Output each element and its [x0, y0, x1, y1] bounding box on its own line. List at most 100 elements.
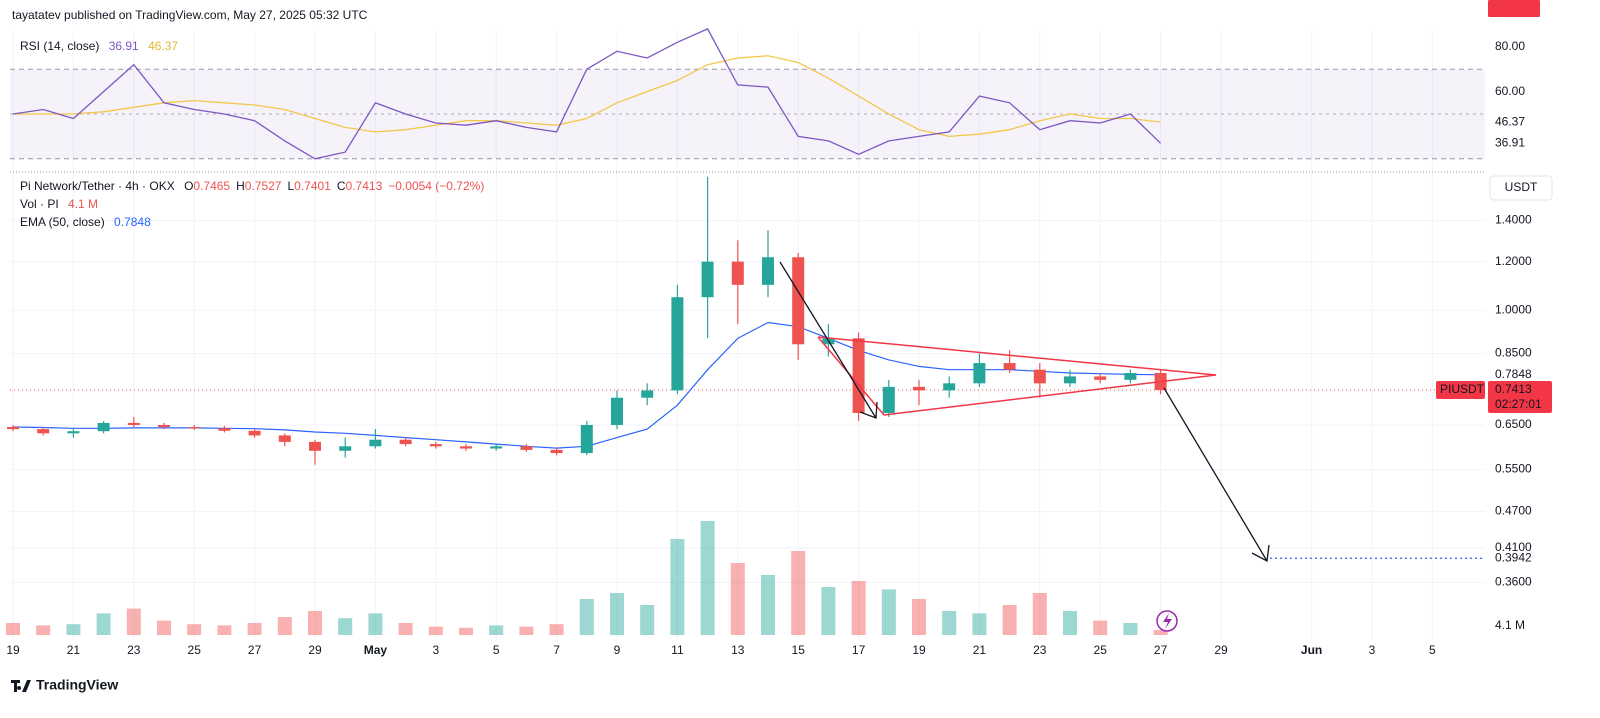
rsi-name: RSI (14, close) — [20, 39, 99, 53]
replay-icon[interactable] — [1156, 610, 1178, 632]
volume-bar — [338, 618, 353, 635]
candle-body — [731, 261, 744, 285]
x-tick-label: 23 — [1033, 643, 1047, 657]
candle-body — [460, 446, 472, 449]
last-price-box — [1488, 380, 1552, 413]
x-tick-label: 5 — [1429, 643, 1436, 657]
volume-legend: Vol · PI 4.1 M — [20, 197, 98, 211]
candle-body — [97, 422, 110, 432]
rsi-tick-label: 60.00 — [1495, 84, 1525, 98]
x-tick-label: 19 — [6, 643, 20, 657]
candle-body — [852, 338, 865, 413]
rsi-last: 36.91 — [109, 39, 139, 53]
drawings — [779, 261, 1270, 563]
candle-body — [701, 261, 714, 298]
currency-label: USDT — [1505, 180, 1538, 194]
candle-body — [882, 386, 895, 413]
x-tick-label: 17 — [852, 643, 866, 657]
arrow-target — [1163, 387, 1268, 562]
triangle-upper — [817, 336, 1217, 376]
arrow-drop — [779, 261, 877, 419]
volume-bar — [308, 611, 322, 635]
candle-body — [1003, 363, 1016, 370]
rsi-legend: RSI (14, close) 36.91 46.37 — [20, 39, 178, 53]
volume-bar — [670, 539, 685, 635]
ema-legend: EMA (50, close) 0.7848 — [20, 215, 151, 229]
volume-bar — [428, 626, 443, 635]
x-tick-label: 25 — [188, 643, 202, 657]
volume-badge: 4.1 M — [1495, 618, 1525, 632]
plot-layer — [6, 28, 1485, 635]
volume-bar — [126, 608, 141, 635]
candle-body — [792, 257, 805, 345]
candle-body — [1064, 376, 1076, 384]
volume-bar — [1093, 620, 1108, 635]
y-tick-label: 1.2000 — [1495, 254, 1532, 268]
y-tick-label: 0.4100 — [1495, 540, 1532, 554]
y-tick-label: 0.3600 — [1495, 575, 1532, 589]
rsi-ma-line — [13, 55, 1161, 138]
rsi-ma-last: 46.37 — [148, 39, 178, 53]
candle-body — [1033, 369, 1046, 384]
x-tick-label: 9 — [614, 643, 621, 657]
candle-body — [913, 386, 925, 391]
triangle-side — [817, 336, 885, 416]
volume-bar — [6, 623, 20, 635]
volume-bar — [459, 627, 473, 635]
grid-layer — [10, 30, 1485, 640]
candle-body — [611, 397, 623, 425]
candle-body — [520, 446, 533, 450]
volume-bar — [791, 551, 806, 635]
candle-body — [641, 390, 654, 398]
volume-bar — [1032, 593, 1047, 635]
candle-body — [278, 435, 291, 442]
footer-logo[interactable]: TradingView — [11, 677, 118, 693]
ohlc-key: O — [184, 179, 193, 193]
volume-bar — [36, 625, 51, 635]
candle-body — [248, 430, 261, 436]
y-tick-label: 1.4000 — [1495, 213, 1532, 227]
symbol-box — [1436, 380, 1485, 399]
publisher-line: tayatatev published on TradingView.com, … — [12, 8, 368, 22]
y-tick-label: 1.0000 — [1495, 302, 1532, 316]
rsi-ma-badge: 46.37 — [1495, 114, 1525, 128]
ema-last: 0.7848 — [114, 215, 151, 229]
volume-bar — [277, 617, 292, 635]
candle-body — [339, 446, 352, 451]
countdown: 02:27:01 — [1495, 397, 1542, 411]
currency-box — [1489, 175, 1553, 201]
candle-body — [1094, 376, 1107, 380]
x-tick-label: 21 — [973, 643, 987, 657]
rsi-badge: 36.91 — [1495, 135, 1525, 149]
x-tick-label: 29 — [1214, 643, 1228, 657]
rsi-line — [12, 28, 1162, 160]
candle-body — [490, 446, 503, 449]
candle-body — [188, 427, 201, 429]
x-tick-label: May — [364, 643, 388, 657]
candle-body — [369, 439, 382, 447]
volume-bar — [187, 624, 202, 635]
volume-bar — [1063, 611, 1077, 635]
candle-body — [218, 428, 231, 431]
volume-bar — [912, 599, 926, 635]
volume-bar — [1123, 623, 1138, 635]
x-tick-label: 23 — [127, 643, 141, 657]
candle-body — [399, 439, 412, 445]
footer-brand: TradingView — [36, 677, 118, 693]
candle-body — [309, 441, 321, 451]
target-badge: 0.3942 — [1495, 550, 1532, 564]
arrow-head — [1251, 544, 1270, 563]
volume-bar — [851, 581, 866, 635]
y-tick-label: 0.5500 — [1495, 462, 1532, 476]
ohlc-value: 0.7401 — [294, 179, 331, 193]
volume-bar — [66, 624, 81, 635]
volume-last: 4.1 M — [68, 197, 98, 211]
ohlc-key: H — [236, 179, 245, 193]
candle-body — [580, 424, 593, 454]
x-tick-label: 7 — [553, 643, 560, 657]
ema-badge: 0.7848 — [1495, 367, 1532, 381]
ohlc-key: L — [287, 179, 294, 193]
price-change: −0.0054 (−0.72%) — [388, 179, 484, 193]
volume-bar — [217, 625, 232, 635]
